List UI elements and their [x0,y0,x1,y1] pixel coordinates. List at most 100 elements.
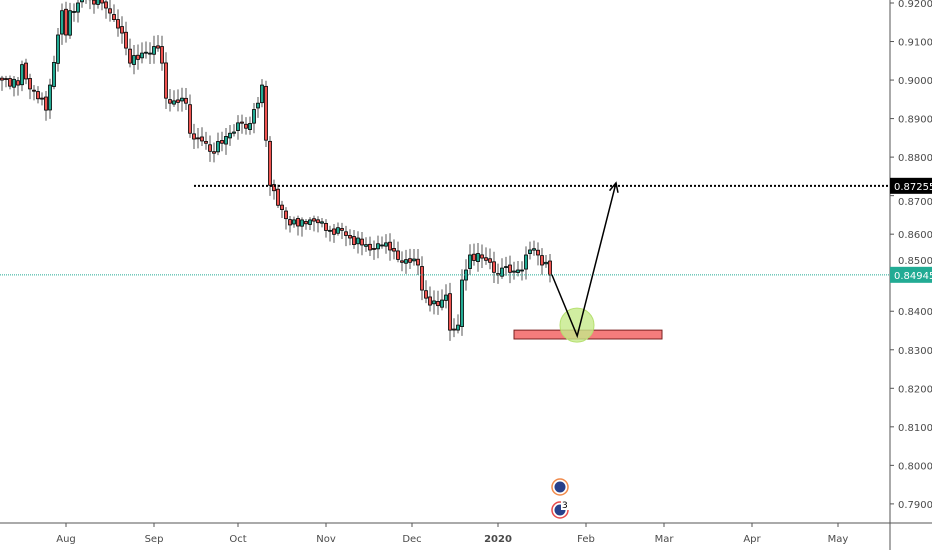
candle-down [436,301,440,307]
event-count-badge [561,500,570,510]
candle-up [12,78,16,88]
candle-down [548,260,552,276]
candle-down [452,328,456,331]
time-axis[interactable]: Aug Sep Oct Nov Dec 2020 Feb Mar Apr May [56,523,848,545]
candle-up [224,136,228,145]
candle-down [536,249,540,256]
time-tick-label: Apr [743,534,761,545]
candle-up [232,131,236,134]
candle-up [404,259,408,264]
candle-down [344,231,348,236]
candle-up [380,244,384,247]
candle-up [236,122,240,131]
candle-up [440,299,444,308]
candle-down [128,48,132,64]
candle-up [468,254,472,269]
candle-up [60,10,64,35]
time-tick-label: Mar [655,534,675,545]
candle-down [212,151,216,154]
candle-up [528,249,532,254]
candle-down [348,235,352,239]
candle-down [392,248,396,252]
candle-down [420,266,424,291]
candle-down [388,241,392,251]
candle-down [28,78,32,90]
projection-arrow [551,182,617,339]
candle-up [256,102,260,109]
candle-up [292,219,296,225]
candle-down [108,8,112,14]
candle-down [296,218,300,227]
events-layer: 3 [551,478,570,519]
candle-up [356,237,360,245]
candle-down [208,144,212,152]
level-price-label: 0.87255 [894,182,932,193]
candle-down [124,31,128,49]
candle-down [316,219,320,224]
candle-down [104,1,108,9]
candle-up [300,219,304,227]
time-tick-label: Feb [577,534,595,545]
time-tick-label: Aug [56,534,76,545]
candle-down [268,140,272,186]
candle-down [416,258,420,266]
candle-down [196,137,200,140]
candle-down [484,257,488,261]
candle-down [264,85,268,141]
candle-up [140,52,144,59]
price-labels: 0.87255 0.84945 [890,177,932,283]
candle-down [220,140,224,144]
candle-up [252,109,256,124]
candle-down [360,238,364,246]
candle-up [500,267,504,277]
candle-down [100,0,104,4]
drawings-layer [0,181,890,343]
candle-up [96,0,100,5]
current-price-label-bg [890,266,932,283]
candle-up [72,11,76,13]
current-price-label: 0.84945 [894,271,932,282]
price-tick-label: 0.79000 [898,500,932,511]
candle-down [160,46,164,64]
candle-down [136,54,140,60]
arrow-head-icon [608,181,619,193]
level-price-label-bg [890,177,932,194]
candle-down [200,136,204,142]
candle-up [460,279,464,327]
candle-down [304,221,308,225]
candle-up [412,258,416,262]
candle-down [480,254,484,259]
candle-down [164,62,168,99]
candle-up [216,141,220,153]
candle-up [336,227,340,234]
candle-down [372,248,376,250]
candle-down [184,97,188,104]
candle-up [476,253,480,262]
candle-down [368,243,372,251]
candle-down [428,296,432,306]
candle-down [276,188,280,206]
candle-down [40,97,44,100]
candle-up [248,123,252,130]
candle-up [56,34,60,64]
candle-down [168,99,172,104]
candle-up [260,84,264,104]
candle-down [8,78,12,87]
candle-up [364,244,368,247]
candle-up [172,100,176,105]
candle-up [308,219,312,225]
candle-down [332,228,336,235]
candle-down [16,80,20,86]
candle-down [32,89,36,92]
candle-up [504,266,508,268]
candle-up [320,221,324,224]
